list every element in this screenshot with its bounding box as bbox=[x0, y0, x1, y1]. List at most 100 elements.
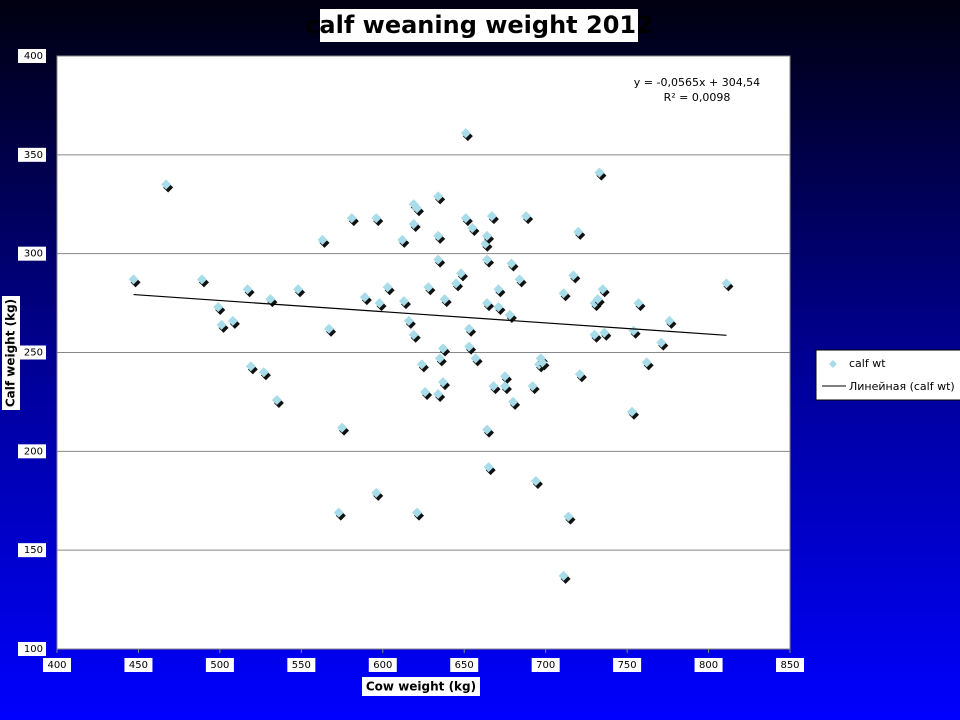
point-marker bbox=[434, 353, 445, 364]
x-tick-label: 700 bbox=[536, 660, 555, 671]
point-marker bbox=[467, 222, 478, 233]
point-marker bbox=[633, 298, 644, 309]
point bbox=[589, 329, 602, 343]
point-marker bbox=[433, 230, 444, 241]
point-marker bbox=[242, 284, 253, 295]
y-tick-label: 200 bbox=[24, 446, 43, 457]
point bbox=[594, 167, 607, 181]
point-marker bbox=[359, 292, 370, 303]
y-tick-label: 350 bbox=[24, 150, 43, 161]
point bbox=[599, 327, 612, 341]
point-marker bbox=[521, 211, 532, 222]
point-marker bbox=[403, 315, 414, 326]
point bbox=[574, 369, 587, 383]
point bbox=[403, 315, 416, 329]
trend-equation: y = -0,0565x + 304,54 bbox=[634, 76, 760, 89]
point bbox=[537, 357, 550, 371]
point bbox=[433, 191, 446, 205]
point-marker bbox=[493, 284, 504, 295]
point-marker bbox=[530, 475, 541, 486]
point-marker bbox=[411, 507, 422, 518]
point-marker bbox=[438, 377, 449, 388]
point-marker bbox=[271, 394, 282, 405]
point bbox=[460, 213, 473, 227]
point bbox=[482, 254, 495, 268]
point bbox=[527, 381, 540, 395]
point-marker bbox=[558, 570, 569, 581]
tick-label-bg bbox=[124, 658, 153, 672]
point bbox=[408, 329, 421, 343]
point-marker bbox=[416, 359, 427, 370]
point bbox=[293, 284, 306, 298]
point bbox=[265, 294, 278, 308]
point bbox=[573, 226, 586, 240]
point bbox=[213, 302, 226, 316]
point-marker bbox=[574, 369, 585, 380]
point-marker bbox=[464, 341, 475, 352]
point bbox=[482, 424, 495, 438]
title-box bbox=[320, 9, 638, 42]
chart-title: calf weaning weight 2012 bbox=[305, 11, 653, 39]
y-tick-label: 300 bbox=[24, 249, 43, 260]
point bbox=[558, 288, 571, 302]
point-marker bbox=[504, 309, 515, 320]
point bbox=[460, 128, 473, 142]
point bbox=[420, 387, 433, 401]
x-tick-label: 750 bbox=[618, 660, 637, 671]
x-tick-label: 850 bbox=[780, 660, 799, 671]
point bbox=[242, 284, 255, 298]
point bbox=[499, 381, 512, 395]
point-marker bbox=[333, 507, 344, 518]
point-marker bbox=[408, 219, 419, 230]
tick-label-bg bbox=[613, 658, 642, 672]
point bbox=[227, 315, 240, 329]
point bbox=[558, 570, 571, 584]
point bbox=[438, 377, 451, 391]
point bbox=[451, 278, 464, 292]
point bbox=[398, 296, 411, 310]
point-marker bbox=[597, 284, 608, 295]
point bbox=[411, 203, 424, 217]
point bbox=[423, 282, 436, 296]
point bbox=[664, 315, 677, 329]
point-marker bbox=[470, 353, 481, 364]
point-marker bbox=[455, 268, 466, 279]
point bbox=[530, 475, 543, 489]
point bbox=[128, 274, 141, 288]
y-tick-label: 250 bbox=[24, 348, 43, 359]
y-title-box bbox=[2, 296, 20, 410]
x-axis-title: Cow weight (kg) bbox=[366, 680, 476, 694]
point-marker bbox=[371, 213, 382, 224]
point-marker bbox=[433, 254, 444, 265]
point-marker bbox=[599, 327, 610, 338]
point bbox=[514, 274, 527, 288]
point bbox=[382, 282, 395, 296]
point bbox=[371, 487, 384, 501]
point-marker bbox=[592, 294, 603, 305]
point bbox=[482, 230, 495, 244]
point-marker bbox=[483, 462, 494, 473]
point bbox=[493, 284, 506, 298]
point-marker bbox=[213, 302, 224, 313]
x-tick-label: 600 bbox=[373, 660, 392, 671]
x-tick-label: 800 bbox=[699, 660, 718, 671]
tick-label-bg bbox=[368, 658, 397, 672]
point bbox=[258, 367, 271, 381]
point bbox=[416, 359, 429, 373]
point bbox=[397, 234, 410, 248]
point-marker bbox=[227, 315, 238, 326]
x-tick-label: 650 bbox=[455, 660, 474, 671]
point bbox=[721, 278, 734, 292]
point-marker bbox=[258, 367, 269, 378]
point-marker bbox=[245, 361, 256, 372]
point-marker bbox=[411, 203, 422, 214]
point-marker bbox=[482, 298, 493, 309]
point-marker bbox=[641, 357, 652, 368]
point-marker bbox=[382, 282, 393, 293]
trend-r2: R² = 0,0098 bbox=[664, 91, 731, 104]
y-tick-label: 100 bbox=[24, 644, 43, 655]
point-marker bbox=[216, 319, 227, 330]
tick-label-bg bbox=[531, 658, 560, 672]
point bbox=[568, 270, 581, 284]
point bbox=[333, 507, 346, 521]
